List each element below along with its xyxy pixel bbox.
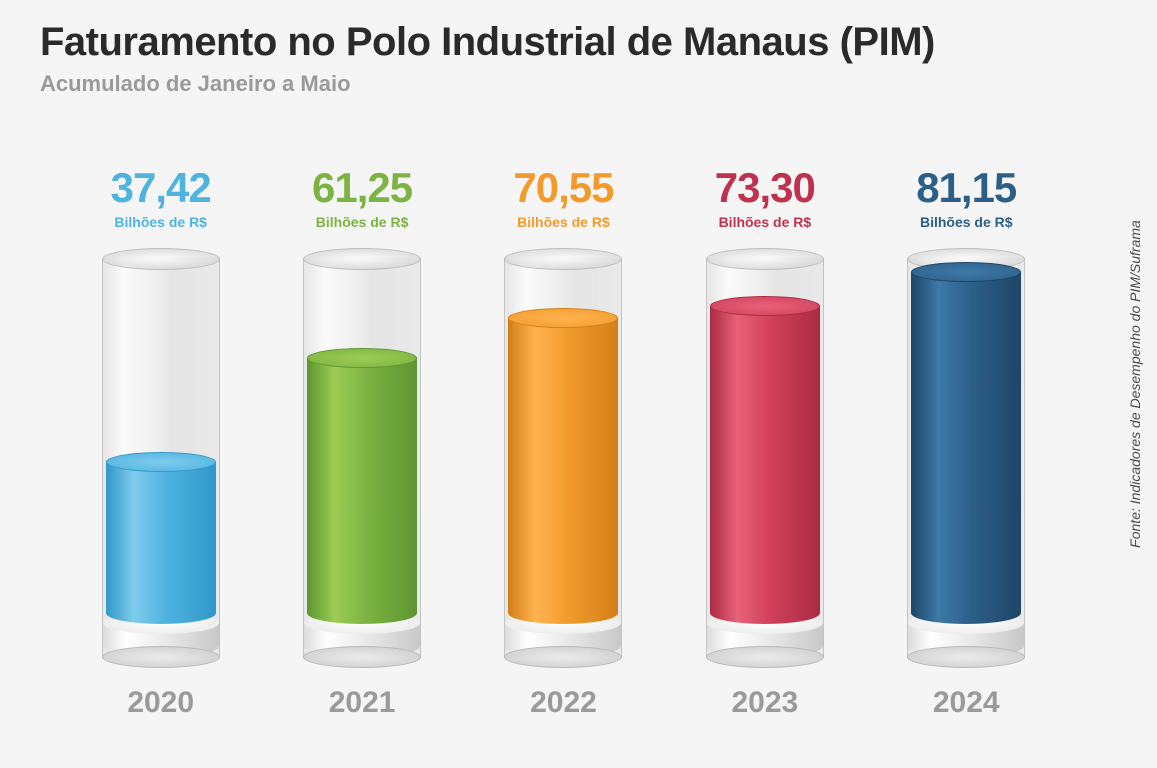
cylinder-row: 37,42 Bilhões de R$ 2020 61,25 Bilhões de R$… bbox=[60, 130, 1067, 720]
cylinder-column: 73,30 Bilhões de R$ 2023 bbox=[665, 164, 865, 720]
liquid-fill bbox=[508, 318, 618, 624]
cylinder-column: 81,15 Bilhões de R$ 2024 bbox=[866, 164, 1066, 720]
glass-bottom bbox=[102, 646, 220, 668]
chart-title: Faturamento no Polo Industrial de Manaus… bbox=[40, 20, 1117, 65]
value-label: 61,25 bbox=[312, 164, 412, 212]
unit-label: Bilhões de R$ bbox=[114, 214, 207, 230]
liquid-surface bbox=[106, 452, 216, 472]
liquid-fill bbox=[106, 462, 216, 624]
glass-bottom bbox=[706, 646, 824, 668]
year-label: 2022 bbox=[530, 686, 597, 720]
glass-bottom bbox=[303, 646, 421, 668]
value-label: 73,30 bbox=[715, 164, 815, 212]
value-label: 81,15 bbox=[916, 164, 1016, 212]
liquid-surface bbox=[710, 296, 820, 316]
cylinder-tube bbox=[303, 248, 421, 668]
year-label: 2021 bbox=[329, 686, 396, 720]
cylinder-column: 70,55 Bilhões de R$ 2022 bbox=[463, 164, 663, 720]
liquid-fill bbox=[307, 358, 417, 624]
chart-area: 37,42 Bilhões de R$ 2020 61,25 Bilhões de R$… bbox=[60, 130, 1067, 748]
unit-label: Bilhões de R$ bbox=[316, 214, 409, 230]
glass-top bbox=[504, 248, 622, 270]
glass-top bbox=[303, 248, 421, 270]
glass-bottom bbox=[504, 646, 622, 668]
chart-subtitle: Acumulado de Janeiro a Maio bbox=[40, 71, 1117, 97]
liquid-fill bbox=[911, 272, 1021, 624]
liquid-surface bbox=[508, 308, 618, 328]
unit-label: Bilhões de R$ bbox=[517, 214, 610, 230]
cylinder-column: 37,42 Bilhões de R$ 2020 bbox=[61, 164, 261, 720]
chart-container: Faturamento no Polo Industrial de Manaus… bbox=[0, 0, 1157, 768]
liquid-surface bbox=[911, 262, 1021, 282]
glass-top bbox=[102, 248, 220, 270]
cylinder-column: 61,25 Bilhões de R$ 2021 bbox=[262, 164, 462, 720]
unit-label: Bilhões de R$ bbox=[920, 214, 1013, 230]
unit-label: Bilhões de R$ bbox=[719, 214, 812, 230]
year-label: 2023 bbox=[731, 686, 798, 720]
value-label: 70,55 bbox=[513, 164, 613, 212]
cylinder-tube bbox=[706, 248, 824, 668]
liquid-fill bbox=[710, 306, 820, 624]
glass-bottom bbox=[907, 646, 1025, 668]
cylinder-tube bbox=[102, 248, 220, 668]
cylinder-tube bbox=[504, 248, 622, 668]
liquid-surface bbox=[307, 348, 417, 368]
value-label: 37,42 bbox=[111, 164, 211, 212]
glass-top bbox=[706, 248, 824, 270]
source-citation: Fonte: Indicadores de Desempenho do PIM/… bbox=[1127, 220, 1143, 548]
year-label: 2020 bbox=[127, 686, 194, 720]
year-label: 2024 bbox=[933, 686, 1000, 720]
cylinder-tube bbox=[907, 248, 1025, 668]
